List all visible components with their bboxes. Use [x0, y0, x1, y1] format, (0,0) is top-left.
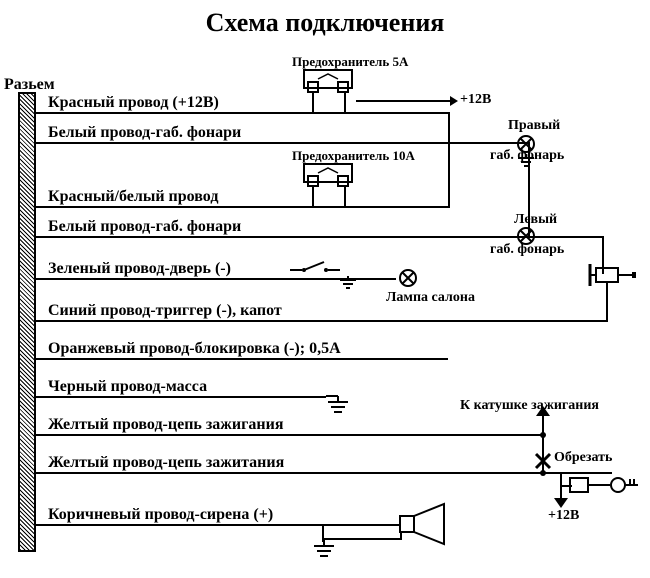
siren-gnd-v2 [400, 532, 402, 540]
wire-9-label: Желтый провод-цепь зажигания [46, 416, 285, 434]
hood-sensor-icon [590, 258, 638, 296]
wire-6-vert [606, 294, 608, 322]
wire-8-label: Черный провод-масса [46, 378, 209, 396]
salon-lamp-icon [398, 268, 418, 288]
ground-mass [326, 396, 350, 414]
wire-10-label: Желтый провод-цепь зажитания [46, 454, 286, 472]
wire-9-line [36, 434, 544, 436]
bridge-3-1 [448, 112, 450, 208]
wire-1-line [36, 112, 450, 114]
plus12v-label-2: +12В [548, 508, 579, 524]
wire-6-line [36, 320, 608, 322]
ground-right-lamp [518, 154, 534, 168]
diagram-title: Схема подключения [0, 0, 650, 38]
wire-1-arrow [356, 100, 450, 102]
fuse1-icon [300, 68, 356, 96]
cut-label: Обрезать [554, 450, 612, 466]
wire-5-label: Зеленый провод-дверь (-) [46, 260, 233, 278]
fuse1-vert [312, 92, 314, 112]
wire-6-label: Синий провод-триггер (-), капот [46, 302, 284, 320]
gab-fonar-2: габ. фонарь [490, 242, 564, 258]
sensor-vert [602, 236, 604, 274]
ground-switch [340, 276, 356, 290]
fuse2-vert [312, 186, 314, 206]
arrow-down-icon [554, 498, 568, 508]
wire-2-line [36, 142, 530, 144]
bridge-24 [528, 142, 530, 236]
siren-icon [400, 502, 460, 546]
wire-7-label: Оранжевый провод-блокировка (-); 0,5А [46, 340, 343, 358]
wire-3-label: Красный/белый провод [46, 188, 220, 206]
wire-3-line [36, 206, 450, 208]
wire-8-line [36, 396, 326, 398]
wire-4-label: Белый провод-габ. фонари [46, 218, 243, 236]
coil-vert [542, 414, 544, 434]
cut-vert [542, 434, 544, 472]
salon-lamp-label: Лампа салона [386, 290, 475, 306]
fuse2-vert2 [344, 186, 346, 206]
node-dot-2 [540, 470, 546, 476]
wire-11-line [36, 524, 400, 526]
siren-gnd-h [322, 538, 402, 540]
ignition-coil-label: К катушке зажигания [460, 398, 599, 414]
wire-2-label: Белый провод-габ. фонари [46, 124, 243, 142]
wire-11-label: Коричневый провод-сирена (+) [46, 506, 275, 524]
ground-siren [312, 540, 336, 558]
key-switch-icon [570, 476, 640, 500]
key-horz [560, 485, 572, 487]
left-lamp-label: Левый [514, 212, 557, 228]
wire-7-line [36, 358, 448, 360]
wire-1-label: Красный провод (+12В) [46, 94, 221, 112]
door-switch-icon [290, 256, 340, 278]
plus12v-label-1: +12В [460, 92, 491, 108]
right-lamp-label: Правый [508, 118, 560, 134]
fuse2-icon [300, 162, 356, 190]
connector-block [18, 92, 36, 552]
arrow-up-icon [536, 406, 550, 416]
wire-10-line [36, 472, 612, 474]
fuse1-vert3 [344, 92, 346, 102]
